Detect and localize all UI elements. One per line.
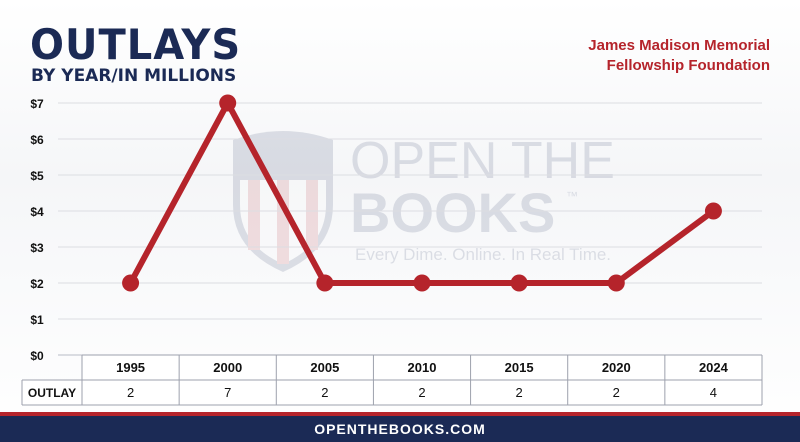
watermark-tagline: Every Dime. Online. In Real Time. [355, 245, 611, 264]
y-tick-label: $2 [30, 277, 44, 291]
outlays-line-chart: OPEN THE BOOKS ™ Every Dime. Online. In … [21, 94, 763, 406]
x-tick-label: 1995 [116, 360, 145, 375]
x-tick-label: 2020 [602, 360, 631, 375]
organization-name-line-1: James Madison Memorial [588, 37, 770, 54]
table-row-label: OUTLAY [28, 386, 76, 400]
x-tick-label: 2015 [505, 360, 534, 375]
table-cell-value: 2 [613, 385, 620, 400]
organization-name: James Madison Memorial Fellowship Founda… [510, 36, 770, 76]
data-point [607, 274, 625, 292]
data-point [122, 274, 140, 292]
x-tick-label: 2005 [310, 360, 339, 375]
data-point [510, 274, 528, 292]
y-tick-label: $4 [30, 205, 44, 219]
chart-title: OUTLAYS [30, 20, 242, 70]
table-cell-value: 4 [710, 385, 717, 400]
chart-subtitle: BY YEAR/IN MILLIONS [31, 66, 237, 86]
organization-name-line-2: Fellowship Foundation [606, 57, 770, 74]
table-header-row-bg [82, 355, 762, 380]
y-axis-tick-labels: $0 $1 $2 $3 $4 $5 $6 $7 [30, 97, 44, 363]
x-tick-label: 2000 [213, 360, 242, 375]
x-tick-label: 2010 [408, 360, 437, 375]
x-tick-label: 2024 [699, 360, 729, 375]
table-cell-value: 7 [224, 385, 231, 400]
y-tick-label: $6 [30, 133, 44, 147]
watermark-line-1: OPEN THE [350, 132, 615, 190]
y-tick-label: $5 [30, 169, 44, 183]
data-point [219, 94, 237, 112]
watermark: OPEN THE BOOKS ™ Every Dime. Online. In … [233, 131, 615, 272]
footer-bar: OPENTHEBOOKS.COM [0, 412, 800, 442]
data-point [704, 202, 722, 220]
table-cell-value: 2 [321, 385, 328, 400]
data-point [413, 274, 431, 292]
table-cell-value: 2 [516, 385, 523, 400]
watermark-line-2: BOOKS [350, 181, 555, 244]
y-tick-label: $1 [30, 313, 44, 327]
footer-website: OPENTHEBOOKS.COM [314, 421, 486, 437]
data-point [316, 274, 334, 292]
y-tick-label: $7 [30, 97, 44, 111]
y-tick-label: $0 [30, 349, 44, 363]
outlay-series [122, 94, 722, 292]
table-value-row-bg [22, 380, 762, 405]
table-cell-value: 2 [127, 385, 134, 400]
data-table: OUTLAY 1995 2 2000 7 2005 2 2010 2 2015 2 2020 2 2024… [21, 354, 763, 406]
y-tick-label: $3 [30, 241, 44, 255]
watermark-trademark: ™ [566, 189, 578, 203]
table-cell-value: 2 [418, 385, 425, 400]
